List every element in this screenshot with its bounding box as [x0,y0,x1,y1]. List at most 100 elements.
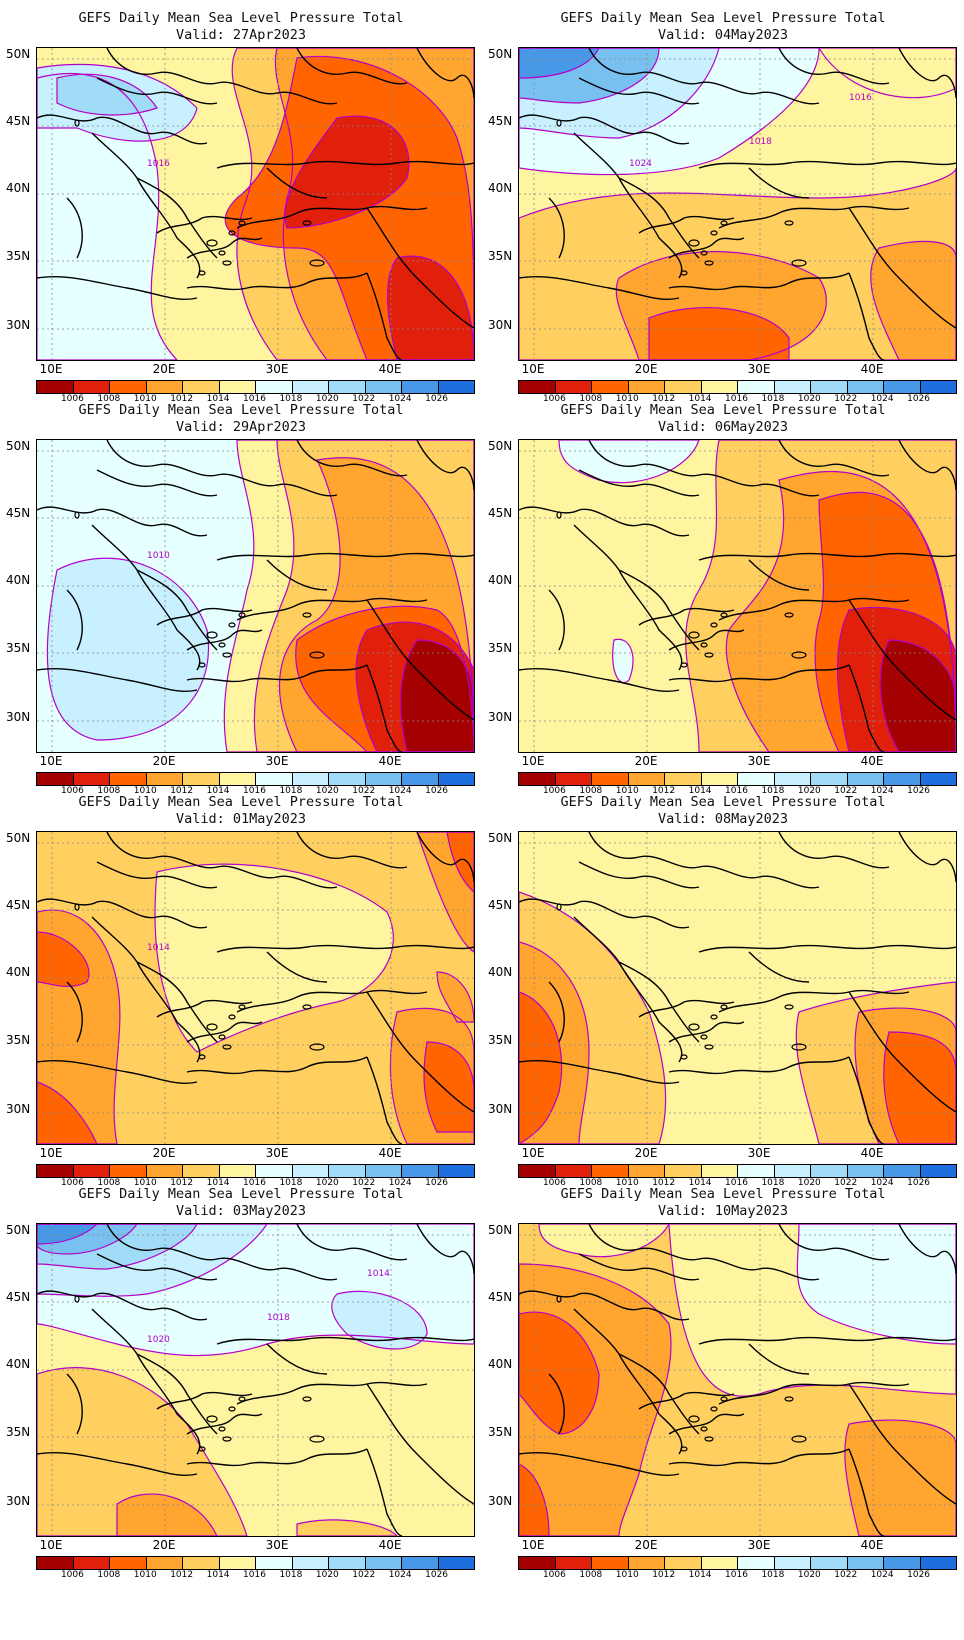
coastline-border [848,1056,885,1144]
coastline-border [578,469,700,497]
isobar-line [615,251,827,360]
latitude-label: 35N [6,1033,31,1047]
colorbar-swatch [73,1165,110,1177]
isobar-line [795,981,956,1144]
colorbar-swatch [329,381,366,393]
colorbar-swatch [847,1165,884,1177]
colorbar-swatch [920,1557,956,1569]
coastline-border [296,1224,408,1261]
isobar-line [37,1224,138,1255]
island-outline [302,612,312,618]
coastline-border [638,1391,735,1410]
island-outline [309,1435,325,1443]
colorbar-swatch [519,773,556,785]
isobar-label: 1016 [849,93,872,103]
colorbar-level-label: 1012 [170,1178,194,1188]
colorbar [36,380,475,394]
island-outline [704,1044,714,1050]
colorbar-swatch [519,381,556,393]
isobar-line [223,440,474,752]
colorbar-swatch [701,381,738,393]
colorbar-swatch [774,1165,811,1177]
colorbar-swatch [219,381,256,393]
island-outline [222,652,232,658]
longitude-label: 30E [265,1146,289,1160]
colorbar-swatch [847,1557,884,1569]
colorbar-level-label: 1018 [761,1570,785,1580]
coastline-border [366,991,474,1113]
coastline-border [156,215,253,234]
pressure-fill-region [387,256,474,360]
pressure-fill-region [880,640,956,752]
pressure-map [518,831,957,1145]
island-outline [198,270,206,276]
map-panel: GEFS Daily Mean Sea Level Pressure Total… [482,392,964,802]
coastline-border [519,1451,680,1477]
colorbar-swatch [701,1557,738,1569]
longitude-label: 10E [521,1538,545,1552]
colorbar-level-label: 1022 [352,786,376,796]
coastline-border [66,197,83,259]
island-outline [198,1054,206,1060]
coastline-border [236,205,428,229]
colorbar [36,1556,475,1570]
colorbar-level-label: 1010 [615,1570,639,1580]
colorbar-level-label: 1012 [170,394,194,404]
longitude-label: 20E [152,1538,176,1552]
coastline-border [366,207,474,329]
longitude-label: 10E [39,362,63,376]
colorbar-level-label: 1014 [688,786,712,796]
coastline-border [106,1224,338,1281]
colorbar-swatch [73,1557,110,1569]
pressure-fill-region [447,832,474,892]
colorbar-level-label: 1008 [97,1570,121,1580]
island-outline [704,1436,714,1442]
colorbar-swatch [402,1557,439,1569]
isobar-line [37,1224,198,1270]
island-outline [74,1295,80,1303]
colorbar-swatch [110,381,147,393]
latitude-label: 30N [6,1102,31,1116]
isobar-line [296,1519,398,1536]
island-outline [704,260,714,266]
coastline-border [266,167,328,199]
pressure-fill-region [297,1519,397,1536]
pressure-fill-region [649,307,789,360]
colorbar-swatch [329,773,366,785]
colorbar-level-label: 1010 [133,1178,157,1188]
coastline-border [698,944,956,953]
coastline-border [416,440,474,491]
colorbar-swatch [256,381,293,393]
colorbar-swatch [811,1557,848,1569]
coastline-border [216,1336,474,1345]
isobar-line [399,639,474,752]
isobar-label: 1016 [147,159,170,169]
coastline-border [37,1059,198,1085]
map-panel: GEFS Daily Mean Sea Level Pressure Total… [482,784,964,1194]
colorbar-level-label: 1012 [652,1178,676,1188]
island-outline [700,250,708,256]
latitude-label: 30N [488,710,513,724]
latitude-label: 45N [6,1290,31,1304]
island-outline [688,239,700,247]
colorbar [518,772,957,786]
island-outline [302,220,312,226]
colorbar-swatch [110,1165,147,1177]
panel-title-line: GEFS Daily Mean Sea Level Pressure Total [560,10,886,26]
coastline-border [416,48,474,99]
coastline-border [266,1343,328,1375]
coastline-border [698,1336,956,1345]
panel-title-line: GEFS Daily Mean Sea Level Pressure Total [78,10,404,26]
longitude-label: 40E [378,1146,402,1160]
longitude-label: 10E [39,1146,63,1160]
coastline-border [588,1224,820,1281]
colorbar-level-label: 1008 [579,1570,603,1580]
isobar-line [612,638,634,684]
island-outline [720,1396,728,1402]
island-outline [228,622,236,628]
colorbar-swatch [628,381,665,393]
latitude-label: 40N [6,1357,31,1371]
coastline-border [96,77,218,105]
latitude-label: 40N [6,181,31,195]
coastline-border [186,272,368,291]
